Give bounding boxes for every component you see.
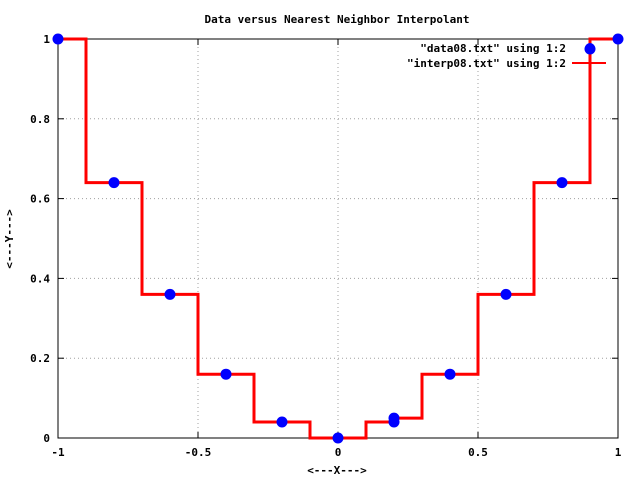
data-point xyxy=(220,368,232,380)
data-point xyxy=(500,288,512,300)
x-axis-label: <---X---> xyxy=(307,464,367,477)
data-point xyxy=(332,432,344,444)
y-tick-label: 0.4 xyxy=(30,272,50,285)
data-point xyxy=(612,33,624,45)
data-point xyxy=(388,412,400,424)
x-tick-label: 1 xyxy=(615,446,622,459)
data-point xyxy=(444,368,456,380)
x-tick-label: 0.5 xyxy=(468,446,488,459)
y-tick-label: 0.2 xyxy=(30,352,50,365)
data-point xyxy=(164,288,176,300)
x-tick-label: 0 xyxy=(335,446,342,459)
y-tick-label: 0 xyxy=(43,432,50,445)
y-tick-labels: 0 0.2 0.4 0.6 0.8 1 xyxy=(30,33,50,445)
legend: "data08.txt" using 1:2 "interp08.txt" us… xyxy=(407,42,606,70)
y-tick-label: 0.6 xyxy=(30,193,50,206)
data-point xyxy=(108,177,120,189)
chart-title: Data versus Nearest Neighbor Interpolant xyxy=(205,13,470,26)
interp-step-line xyxy=(58,37,618,440)
y-axis-label: <---Y---> xyxy=(3,209,16,269)
x-tick-label: -0.5 xyxy=(185,446,212,459)
legend-label-interp: "interp08.txt" using 1:2 xyxy=(407,57,566,70)
data-point xyxy=(52,33,64,45)
x-tick-labels: -1 -0.5 0 0.5 1 xyxy=(51,446,621,459)
data-point xyxy=(276,416,288,428)
y-tick-label: 1 xyxy=(43,33,50,46)
legend-marker-data xyxy=(585,43,595,53)
y-tick-label: 0.8 xyxy=(30,113,50,126)
data-point xyxy=(556,177,568,189)
legend-label-data: "data08.txt" using 1:2 xyxy=(420,42,566,55)
x-tick-label: -1 xyxy=(51,446,65,459)
series-layer xyxy=(52,33,624,444)
